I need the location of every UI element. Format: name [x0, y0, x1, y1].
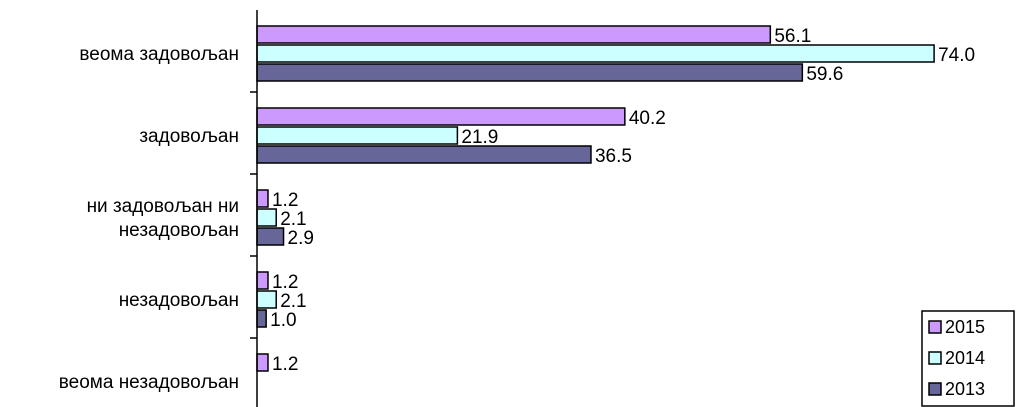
data-label: 56.1	[774, 26, 811, 47]
category-label: веома задовољан	[79, 44, 239, 65]
category-label: ни задовољан ни	[87, 196, 239, 217]
category-tick-marks	[250, 91, 257, 339]
data-label: 2.9	[288, 228, 314, 249]
bar-2015	[256, 25, 772, 44]
bar-2013	[256, 63, 804, 82]
legend-label: 2015	[945, 317, 985, 337]
bar-2014	[256, 126, 459, 145]
bar-2015	[256, 107, 626, 126]
data-label: 21.9	[461, 127, 498, 148]
category-label: незадовољан	[119, 220, 239, 241]
legend-swatch-2015	[928, 320, 942, 334]
legend: 2015 2014 2013	[921, 310, 1015, 407]
data-label: 36.5	[595, 146, 632, 167]
data-label: 59.6	[806, 64, 843, 85]
legend-swatch-2013	[928, 382, 942, 396]
bar-2014	[256, 44, 935, 63]
data-label: 1.2	[272, 190, 298, 211]
bars-layer	[256, 25, 935, 372]
value-labels: 56.174.059.640.221.936.51.22.12.91.22.11…	[270, 26, 975, 375]
bar-2015	[256, 189, 269, 208]
legend-label: 2014	[945, 348, 985, 368]
category-label: задовољан	[139, 126, 239, 147]
data-label: 2.1	[280, 209, 306, 230]
bar-2015	[256, 271, 269, 290]
bar-2013	[256, 227, 285, 246]
category-label: веома незадовољан	[59, 372, 239, 393]
bar-2015	[256, 353, 269, 372]
category-label: незадовољан	[119, 290, 239, 311]
data-label: 74.0	[938, 45, 975, 66]
bar-2014	[256, 208, 277, 227]
bar-2014	[256, 290, 277, 309]
bar-2013	[256, 145, 592, 164]
bar-2013	[256, 309, 267, 328]
data-label: 1.0	[270, 310, 296, 331]
data-label: 40.2	[629, 108, 666, 129]
data-label: 2.1	[280, 291, 306, 312]
data-label: 1.2	[272, 354, 298, 375]
legend-swatch-2014	[928, 351, 942, 365]
data-label: 1.2	[272, 272, 298, 293]
legend-label: 2013	[945, 379, 985, 399]
category-labels: веома задовољан задовољан ни задовољан ни н…	[59, 44, 239, 393]
